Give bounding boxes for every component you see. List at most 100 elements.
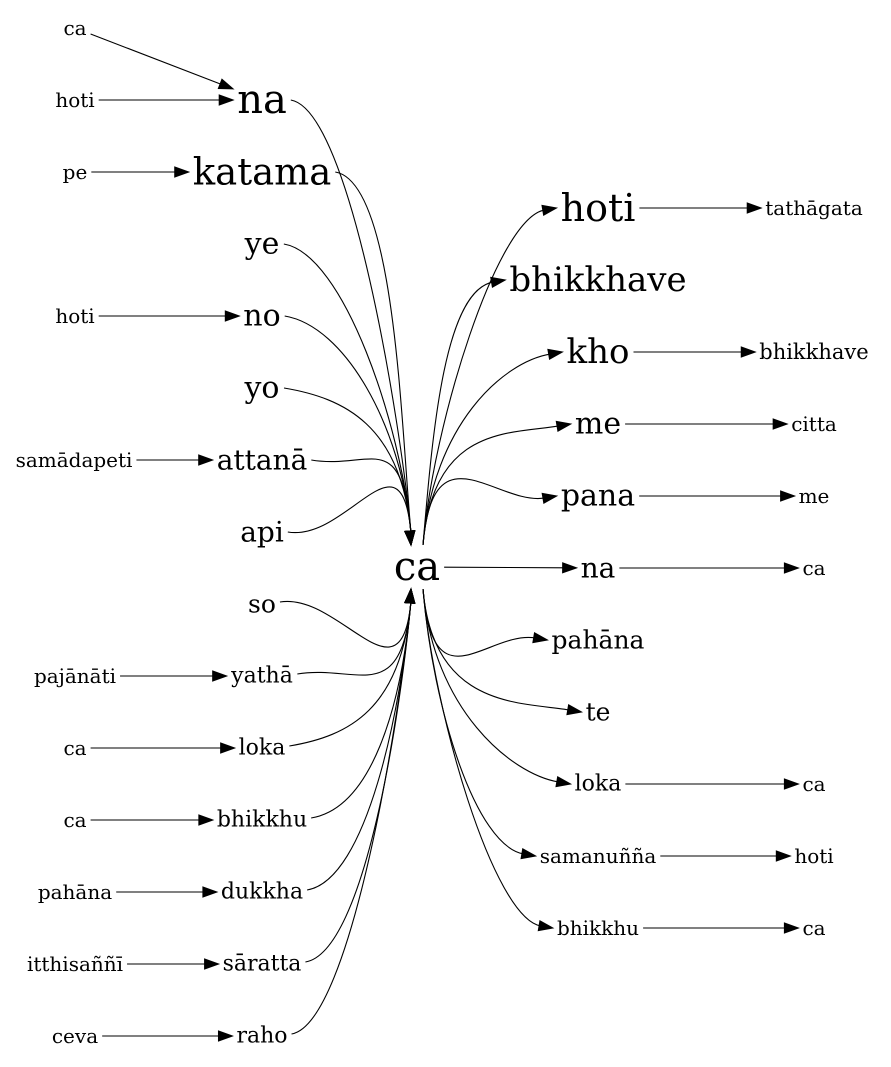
edge-l1-pahana-to-l2-dukkha xyxy=(116,886,219,898)
arrowhead xyxy=(204,958,221,970)
arrowhead xyxy=(404,587,416,604)
edge-l1-ca-to-l2-na xyxy=(90,33,235,90)
edge-r1-loka-to-r2-ca-b xyxy=(625,778,800,790)
word-node-r1-samanunna: samanuñña xyxy=(540,844,657,868)
edge-center-to-r1-pana xyxy=(422,478,559,546)
edge-center-to-r1-samanunna xyxy=(422,588,538,860)
edge-center-to-r1-loka xyxy=(422,588,573,788)
word-node-l2-na: na xyxy=(237,77,287,123)
word-node-l2-bhikkhu: bhikkhu xyxy=(217,808,307,833)
arrowhead xyxy=(198,814,215,826)
edge-r1-samanunna-to-r2-hoti xyxy=(660,850,792,862)
edge-line xyxy=(422,209,545,546)
edge-l2-attana-to-center xyxy=(311,458,416,547)
edge-line xyxy=(422,478,546,546)
arrowhead xyxy=(562,562,579,574)
arrowhead xyxy=(547,348,564,361)
word-node-r2-ca-a: ca xyxy=(802,556,825,580)
edge-center-to-r1-bhikkhu xyxy=(422,588,555,932)
edge-l2-bhikkhu-to-center xyxy=(311,587,416,819)
edge-center-to-r1-kho xyxy=(422,348,564,546)
edge-layer xyxy=(90,33,800,1042)
word-node-l1-hoti-a: hoti xyxy=(55,88,94,112)
word-node-r1-hoti: hoti xyxy=(561,186,636,230)
arrowhead xyxy=(532,631,549,644)
edge-line xyxy=(422,281,494,546)
arrowhead xyxy=(490,276,507,289)
word-node-r2-citta: citta xyxy=(791,412,837,436)
word-node-l2-yatha: yathā xyxy=(230,664,293,689)
edge-line xyxy=(422,588,559,783)
word-node-r1-loka: loka xyxy=(575,772,622,797)
edge-r1-bhikkhu-to-r2-ca-c xyxy=(643,922,800,934)
word-node-r2-me: me xyxy=(799,484,830,508)
edge-center-to-r1-na xyxy=(444,562,579,574)
word-node-r1-me: me xyxy=(575,407,621,442)
node-layer: ca ca hoti pe hoti samādapeti pajānāti ca ca pahā… xyxy=(16,16,869,1049)
word-node-l2-katama: katama xyxy=(193,151,332,194)
arrowhead xyxy=(555,420,573,433)
edge-center-to-r1-bhikkhave xyxy=(422,276,507,546)
arrowhead xyxy=(217,78,235,90)
arrowhead xyxy=(174,166,191,178)
edge-center-to-r1-pahana xyxy=(422,588,549,657)
word-node-r1-bhikkhu: bhikkhu xyxy=(557,916,639,940)
edge-line xyxy=(289,600,412,747)
edge-l2-ye-to-center xyxy=(283,243,416,547)
edge-center-to-r1-hoti xyxy=(422,204,559,546)
word-node-l2-no: no xyxy=(243,299,280,334)
edge-l1-samadapeti-to-l2-attana xyxy=(136,454,215,466)
edge-line xyxy=(305,600,412,963)
edge-l2-raho-to-center xyxy=(291,587,416,1035)
word-node-l2-raho: raho xyxy=(236,1024,287,1049)
word-node-l2-yo: yo xyxy=(243,371,279,406)
arrowhead xyxy=(555,775,573,788)
word-node-r2-ca-b: ca xyxy=(802,772,825,796)
edge-l2-api-to-center xyxy=(287,486,416,547)
edge-line xyxy=(422,588,542,927)
arrowhead xyxy=(212,670,229,682)
edge-l2-dukkha-to-center xyxy=(307,587,416,891)
arrowhead xyxy=(772,418,789,430)
edge-line xyxy=(283,243,412,534)
arrowhead xyxy=(404,530,416,547)
arrowhead xyxy=(541,492,559,505)
word-node-l1-ceva: ceva xyxy=(52,1024,98,1048)
arrowhead xyxy=(537,919,555,932)
word-node-r2-hoti: hoti xyxy=(794,844,833,868)
word-node-l2-api: api xyxy=(240,516,284,549)
arrowhead xyxy=(746,202,763,214)
edge-l1-ca-b-to-l2-loka xyxy=(90,742,237,754)
edge-line xyxy=(311,600,412,819)
word-node-l1-pajanati: pajānāti xyxy=(34,664,116,688)
edge-line xyxy=(422,588,536,657)
arrowhead xyxy=(198,454,215,466)
arrowhead xyxy=(217,1030,234,1042)
word-node-r2-bhikkhave: bhikkhave xyxy=(759,340,868,364)
edge-l1-itthisanni-to-l2-saratta xyxy=(127,958,221,970)
edge-line xyxy=(297,600,412,676)
arrowhead xyxy=(780,490,797,502)
word-node-l2-saratta: sāratta xyxy=(223,952,302,977)
word-node-l2-ye: ye xyxy=(244,227,280,262)
word-node-l1-itthisanni: itthisaññī xyxy=(27,952,123,976)
word-node-l1-pahana: pahāna xyxy=(38,880,112,904)
word-node-center: ca xyxy=(394,544,440,590)
arrowhead xyxy=(775,850,792,862)
word-node-r1-bhikkhave: bhikkhave xyxy=(509,260,686,300)
word-node-r1-pana: pana xyxy=(561,479,635,514)
edge-l1-ca-c-to-l2-bhikkhu xyxy=(90,814,215,826)
word-node-l1-pe: pe xyxy=(63,160,88,184)
arrowhead xyxy=(740,346,757,358)
edge-line xyxy=(90,33,223,86)
word-node-r2-tathagata: tathāgata xyxy=(765,196,863,220)
edge-l1-pajanati-to-l2-yatha xyxy=(120,670,229,682)
edge-line xyxy=(287,486,412,534)
arrowhead xyxy=(566,703,584,716)
edge-line xyxy=(290,99,412,534)
edge-r1-me-to-r2-citta xyxy=(625,418,789,430)
edge-l2-yatha-to-center xyxy=(297,587,416,676)
edge-line xyxy=(279,600,412,648)
edge-r1-hoti-to-r2-tathagata xyxy=(639,202,763,214)
